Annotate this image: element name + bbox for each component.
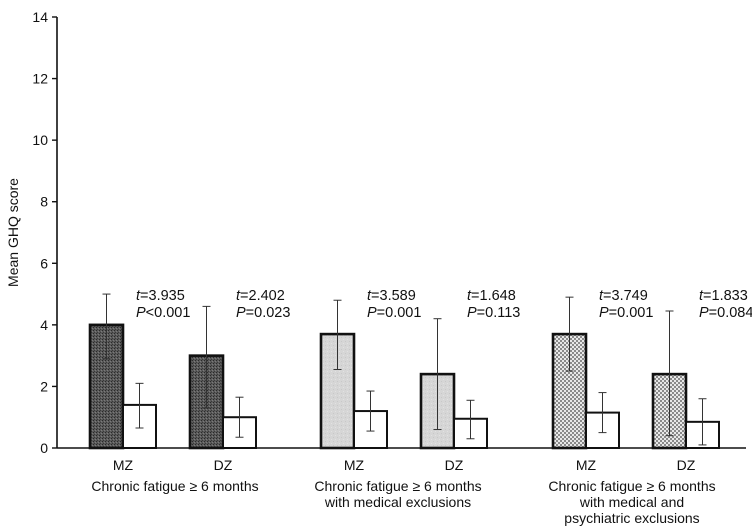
category-label-mz: MZ [344, 457, 365, 473]
y-tick-label: 0 [40, 440, 48, 456]
y-tick-label: 6 [40, 255, 48, 271]
t-statistic-label: t=1.833 [699, 288, 748, 304]
group-label: with medical and [579, 494, 684, 510]
p-value-label: P=0.001 [367, 305, 421, 321]
group-label: Chronic fatigue ≥ 6 months [548, 478, 715, 494]
category-label-dz: DZ [445, 457, 464, 473]
y-axis-label: Mean GHQ score [5, 178, 21, 287]
category-label-mz: MZ [576, 457, 597, 473]
category-label-mz: MZ [113, 457, 134, 473]
plot-area [88, 293, 720, 450]
group-label: Chronic fatigue ≥ 6 months [314, 478, 481, 494]
axes: 0 2 4 6 8 10 12 14 Mean GHQ score [5, 9, 746, 456]
y-tick-label: 10 [32, 132, 48, 148]
y-tick-label: 2 [40, 378, 48, 394]
y-tick-label: 12 [32, 71, 48, 87]
group-label: with medical exclusions [324, 494, 471, 510]
category-label-dz: DZ [677, 457, 696, 473]
group-label: psychiatric exclusions [564, 510, 699, 526]
t-statistic-label: t=3.935 [136, 288, 185, 304]
y-tick-label: 14 [32, 9, 48, 25]
p-value-label: P=0.023 [236, 305, 290, 321]
bar-fatigued-mz [319, 332, 356, 450]
t-statistic-label: t=1.648 [467, 288, 516, 304]
t-statistic-label: t=3.749 [599, 288, 648, 304]
y-tick-label: 8 [40, 194, 48, 210]
t-statistic-label: t=3.589 [367, 288, 416, 304]
y-tick-label: 4 [40, 317, 48, 333]
t-statistic-label: t=2.402 [236, 288, 285, 304]
p-value-label: P<0.001 [136, 305, 190, 321]
p-value-label: P=0.001 [599, 305, 653, 321]
group-label: Chronic fatigue ≥ 6 months [91, 478, 258, 494]
category-label-dz: DZ [214, 457, 233, 473]
p-value-label: P=0.084 [699, 305, 752, 321]
p-value-label: P=0.113 [467, 305, 520, 321]
